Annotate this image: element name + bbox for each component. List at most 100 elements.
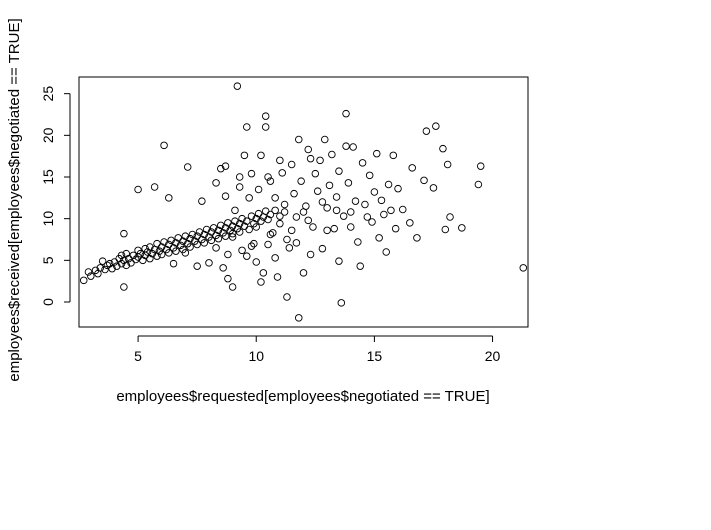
data-point	[134, 185, 142, 194]
data-point	[394, 184, 402, 193]
data-point	[432, 122, 440, 130]
data-point	[122, 261, 131, 270]
data-point	[269, 229, 277, 237]
data-point	[250, 239, 258, 248]
data-point	[264, 215, 272, 224]
data-point	[257, 278, 265, 286]
data-point	[254, 185, 263, 194]
data-point	[368, 218, 376, 226]
data-point	[205, 259, 213, 267]
data-point	[247, 212, 256, 220]
data-point	[235, 183, 244, 191]
data-point	[283, 235, 291, 244]
data-point	[380, 210, 388, 219]
data-point	[406, 219, 414, 227]
data-point	[214, 226, 223, 235]
data-point	[202, 225, 211, 234]
data-point	[271, 206, 279, 215]
data-point	[330, 224, 338, 233]
data-point	[235, 228, 244, 236]
data-point	[212, 179, 220, 187]
data-point	[193, 262, 201, 270]
data-point	[228, 233, 237, 241]
y-axis-label: employees$received[employees$negotiated …	[6, 18, 23, 381]
data-point	[297, 177, 305, 185]
data-point	[266, 230, 275, 239]
data-point	[212, 244, 220, 252]
data-point	[413, 234, 421, 242]
data-point	[278, 169, 286, 177]
x-axis-label: employees$requested[employees$negotiated…	[116, 388, 489, 405]
data-point	[186, 243, 194, 251]
data-point	[370, 188, 379, 196]
data-point	[276, 219, 284, 228]
data-point	[84, 268, 93, 276]
data-point	[266, 177, 275, 185]
data-point	[165, 249, 173, 257]
data-point	[139, 256, 147, 265]
data-point	[287, 226, 296, 235]
x-tick-label: 5	[134, 348, 142, 364]
data-point	[399, 205, 407, 214]
data-point	[183, 163, 192, 171]
data-point	[188, 230, 197, 239]
data-point	[292, 213, 301, 221]
data-point	[131, 255, 140, 264]
data-point	[342, 142, 350, 150]
data-point	[280, 200, 289, 209]
data-point	[176, 241, 185, 250]
data-point	[321, 135, 329, 144]
data-point	[295, 135, 303, 144]
data-point	[474, 180, 483, 189]
data-point	[231, 217, 239, 225]
data-point	[299, 269, 308, 277]
data-point	[153, 252, 161, 260]
data-point	[295, 314, 303, 322]
data-point	[157, 250, 166, 259]
data-point	[243, 123, 251, 131]
data-point	[266, 210, 275, 219]
data-point	[186, 234, 194, 243]
data-point	[238, 246, 246, 255]
data-point	[243, 252, 251, 260]
x-tick-label: 10	[248, 348, 264, 364]
data-point	[309, 223, 317, 231]
data-point	[221, 192, 230, 200]
data-point	[120, 256, 128, 265]
data-point	[443, 160, 452, 169]
data-point	[276, 212, 284, 220]
data-point	[257, 151, 265, 160]
data-point	[96, 264, 105, 272]
data-point	[276, 156, 284, 165]
data-point	[113, 262, 121, 270]
data-point	[328, 150, 336, 159]
data-point	[287, 160, 296, 169]
data-point	[261, 207, 270, 215]
data-point	[105, 259, 114, 268]
data-point	[181, 249, 190, 257]
y-tick-label: 10	[40, 211, 56, 227]
data-point	[382, 248, 390, 256]
data-point	[273, 273, 282, 281]
data-point	[339, 212, 348, 220]
data-point	[172, 239, 180, 247]
data-point	[238, 214, 246, 223]
data-point	[146, 243, 154, 251]
data-point	[283, 293, 291, 301]
data-point	[306, 250, 315, 259]
data-point	[384, 180, 393, 189]
data-point	[318, 244, 327, 253]
data-points	[79, 82, 528, 322]
data-point	[375, 234, 383, 242]
data-point	[332, 206, 341, 215]
data-point	[304, 145, 312, 154]
data-point	[318, 198, 327, 206]
data-point	[195, 228, 204, 236]
data-point	[264, 173, 272, 181]
data-point	[356, 262, 364, 270]
data-point	[347, 223, 355, 231]
data-point	[391, 224, 400, 233]
data-point	[79, 276, 88, 285]
data-point	[420, 176, 428, 185]
